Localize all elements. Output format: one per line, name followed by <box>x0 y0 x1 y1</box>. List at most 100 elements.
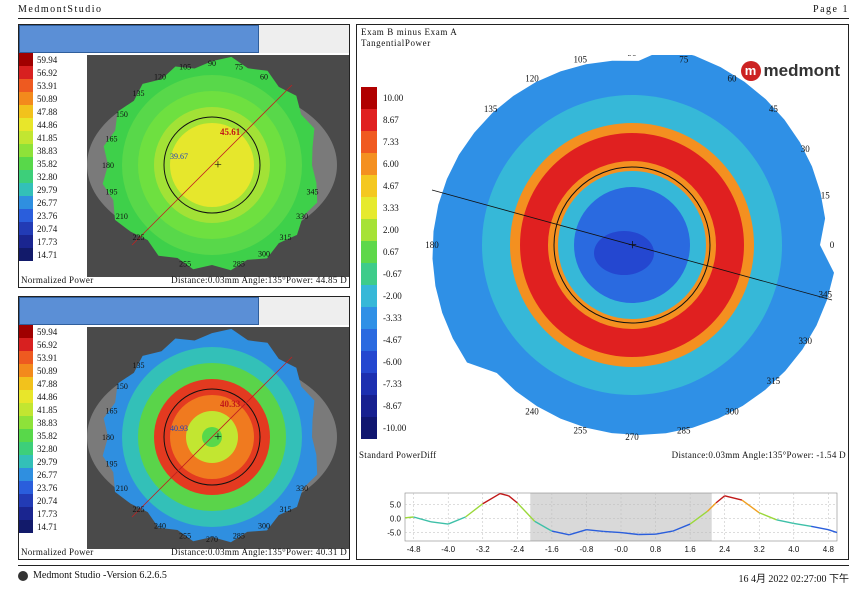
legend-entry: 56.92 <box>19 338 89 351</box>
x-tick-label: 2.4 <box>719 545 731 554</box>
series-segment <box>404 516 414 519</box>
angle-label: 75 <box>679 55 689 65</box>
angle-label: 345 <box>307 187 319 196</box>
power-label: 39.67 <box>170 152 188 161</box>
legend-swatch <box>19 338 33 351</box>
legend-value: 59.94 <box>37 326 58 337</box>
legend-swatch <box>361 417 377 439</box>
app-icon <box>18 570 28 581</box>
angle-label: 210 <box>116 212 128 221</box>
legend-entry: 47.88 <box>19 105 89 118</box>
legend-value: 4.67 <box>383 181 399 191</box>
series-segment <box>672 523 691 532</box>
legend-value: 35.82 <box>37 158 58 169</box>
series-segment <box>828 529 838 534</box>
legend-value: 17.73 <box>37 508 58 519</box>
legend-swatch <box>19 442 33 455</box>
difference-map-panel[interactable]: Exam B minus Exam A TangentialPower m med… <box>356 24 849 560</box>
app-title: MedmontStudio <box>18 4 103 15</box>
legend-entry: 6.00 <box>361 153 421 175</box>
legend-entry: 50.89 <box>19 92 89 105</box>
power-label: 40.93 <box>170 424 188 433</box>
pupil-outline <box>553 166 711 324</box>
angle-label: 135 <box>133 89 145 98</box>
x-tick-label: -2.4 <box>510 545 524 554</box>
legend-value: 41.85 <box>37 132 58 143</box>
legend-value: 44.86 <box>37 119 58 130</box>
series-segment <box>810 525 829 531</box>
legend-entry: 47.88 <box>19 377 89 390</box>
legend-value: 29.79 <box>37 456 58 467</box>
legend-swatch <box>19 364 33 377</box>
series-segment <box>793 522 812 528</box>
power-scale-legend: 59.94 56.92 53.91 50.89 47.88 44.86 41.85 38.83… <box>19 53 89 261</box>
series-segment <box>568 529 587 536</box>
legend-entry: -6.00 <box>361 351 421 373</box>
legend-value: 23.76 <box>37 210 58 221</box>
legend-swatch <box>19 325 33 338</box>
profile-chart[interactable]: -4.8 -4.0 -3.2 -2.4 -1.6 -0.8 -0.0 0.8 1.6 2.4 3.2… <box>357 489 848 559</box>
difference-zone <box>594 231 654 275</box>
angle-label: 180 <box>425 240 439 250</box>
legend-entry: 20.74 <box>19 222 89 235</box>
pupil-outline <box>163 388 261 486</box>
corneal-map[interactable]: +40.33 40.93 135 150 165 180 195 210 225 240 255 27… <box>87 327 349 549</box>
legend-swatch <box>19 403 33 416</box>
legend-swatch <box>19 105 33 118</box>
legend-entry: 17.73 <box>19 507 89 520</box>
legend-entry: 29.79 <box>19 455 89 468</box>
legend-swatch <box>19 455 33 468</box>
series-segment <box>655 530 673 535</box>
legend-value: 32.80 <box>37 443 58 454</box>
legend-entry: 41.85 <box>19 131 89 144</box>
power-scale-legend: 59.94 56.92 53.91 50.89 47.88 44.86 41.85 38.83… <box>19 325 89 533</box>
profile-chart-svg[interactable]: -4.8 -4.0 -3.2 -2.4 -1.6 -0.8 -0.0 0.8 1.6 2.4 3.2… <box>357 489 846 557</box>
legend-entry: -0.67 <box>361 263 421 285</box>
difference-map[interactable]: +105 90 75 120 60 135 45 30 15 0 345 330 315 300 285 27… <box>417 55 847 455</box>
legend-swatch <box>19 53 33 66</box>
legend-swatch <box>19 209 33 222</box>
angle-label: 315 <box>280 505 292 514</box>
legend-entry: -7.33 <box>361 373 421 395</box>
angle-label: 120 <box>154 73 166 82</box>
legend-value: 47.88 <box>37 106 58 117</box>
series-segment <box>430 521 449 525</box>
series-segment <box>413 516 432 523</box>
legend-value: 23.76 <box>37 482 58 493</box>
legend-entry: -10.00 <box>361 417 421 439</box>
series-segment <box>516 502 536 522</box>
legend-value: 44.86 <box>37 391 58 402</box>
legend-swatch <box>361 109 377 131</box>
legend-swatch <box>361 197 377 219</box>
meridian-line <box>431 189 833 301</box>
legend-swatch <box>19 92 33 105</box>
cursor-readout: Distance:0.03mm Angle:135°Power: 40.31 D <box>171 547 347 557</box>
angle-label: 300 <box>258 249 270 258</box>
angle-label: 45 <box>769 104 779 114</box>
version-info: Medmont Studio -Version 6.2.6.5 <box>18 570 167 581</box>
legend-swatch <box>19 196 33 209</box>
angle-label: 330 <box>798 336 812 346</box>
legend-swatch <box>361 373 377 395</box>
legend-value: 29.79 <box>37 184 58 195</box>
version-label: Medmont Studio -Version 6.2.6.5 <box>33 570 167 581</box>
legend-entry: -8.67 <box>361 395 421 417</box>
legend-entry: 23.76 <box>19 481 89 494</box>
center-marker: + <box>214 430 222 445</box>
angle-label: 195 <box>106 459 118 468</box>
comparison-label: Exam B minus Exam A <box>361 27 458 37</box>
legend-swatch <box>361 351 377 373</box>
angle-label: 285 <box>233 259 245 268</box>
legend-value: 10.00 <box>383 93 404 103</box>
legend-value: -10.00 <box>383 423 407 433</box>
series-segment <box>706 502 717 512</box>
legend-value: -3.33 <box>383 313 402 323</box>
legend-swatch <box>19 468 33 481</box>
series-segment <box>482 492 501 505</box>
legend-entry: 3.33 <box>361 197 421 219</box>
angle-label: 75 <box>235 63 243 72</box>
angle-label: 150 <box>116 382 128 391</box>
corneal-map[interactable]: +45.61 39.67 105 90 75 120 60 135 150 165 180 195 21… <box>87 55 349 277</box>
